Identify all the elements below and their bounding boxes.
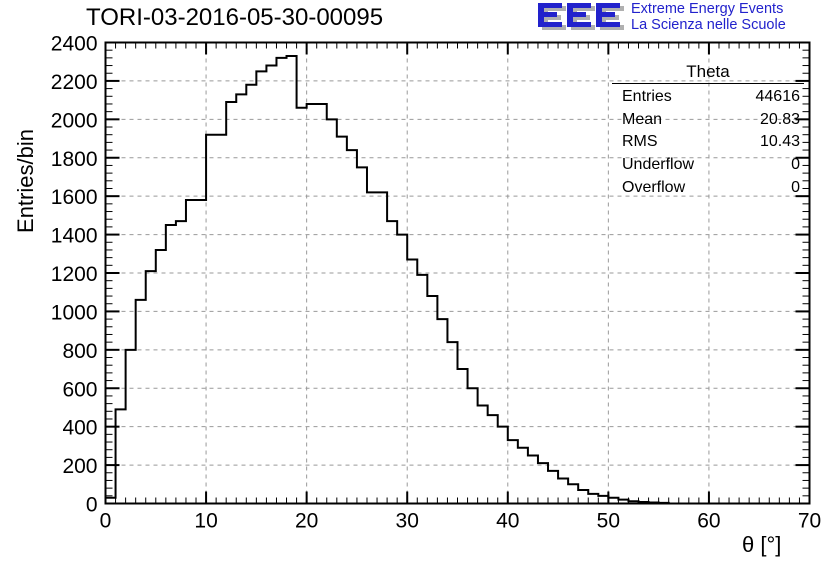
page-title: TORI-03-2016-05-30-00095 bbox=[86, 4, 384, 31]
stats-row-key: Mean bbox=[622, 110, 663, 128]
y-tick-label: 1800 bbox=[51, 148, 98, 171]
stats-box: Theta Entries 44616 Mean 20.83 RMS 10.43 Under… bbox=[612, 62, 804, 200]
stats-row-value: 0 bbox=[791, 178, 800, 196]
stats-divider bbox=[612, 83, 804, 84]
x-axis-title: θ [°] bbox=[742, 532, 782, 557]
y-tick-label: 200 bbox=[62, 455, 97, 478]
x-tick-label: 60 bbox=[697, 510, 720, 533]
stats-row-key: Entries bbox=[622, 88, 672, 105]
eee-logo-mark bbox=[536, 1, 624, 35]
y-tick-label: 2200 bbox=[51, 71, 98, 94]
eee-logo: Extreme Energy Events La Scienza nelle S… bbox=[536, 1, 786, 35]
stats-row-key: Underflow bbox=[622, 156, 695, 174]
stats-row: Overflow 0 bbox=[612, 177, 804, 200]
stats-row-value: 10.43 bbox=[759, 133, 800, 151]
axis-ticks bbox=[104, 41, 811, 505]
stats-row-value: 0 bbox=[791, 156, 800, 174]
y-tick-label: 400 bbox=[62, 417, 97, 440]
eee-logo-line2: La Scienza nelle Scuole bbox=[631, 17, 786, 33]
y-tick-label: 0 bbox=[86, 494, 98, 517]
y-tick-labels: 0 200 400 600 800 1000 1200 1400 1600 1800 2000 220… bbox=[51, 33, 98, 517]
eee-logo-icon bbox=[538, 3, 624, 30]
y-tick-label: 600 bbox=[62, 378, 97, 401]
stats-row-key: RMS bbox=[622, 133, 658, 151]
stats-row: RMS 10.43 bbox=[612, 131, 804, 154]
eee-logo-line1: Extreme Energy Events bbox=[631, 1, 784, 18]
y-tick-label: 2400 bbox=[51, 33, 98, 56]
y-tick-label: 800 bbox=[62, 340, 97, 363]
x-tick-label: 50 bbox=[597, 510, 620, 533]
y-tick-label: 1200 bbox=[51, 263, 98, 286]
stats-rows: Entries 44616 Mean 20.83 RMS 10.43 Underflow 0 O… bbox=[612, 86, 804, 200]
y-tick-label: 1600 bbox=[51, 186, 98, 209]
x-tick-label: 10 bbox=[194, 510, 217, 533]
x-tick-labels: 0 10 20 30 40 50 60 70 bbox=[100, 510, 822, 533]
y-axis-title: Entries/bin bbox=[13, 129, 38, 233]
y-tick-label: 1400 bbox=[51, 225, 98, 248]
stats-row: Mean 20.83 bbox=[612, 109, 804, 132]
x-tick-label: 40 bbox=[496, 510, 519, 533]
x-tick-label: 70 bbox=[798, 510, 821, 533]
y-tick-label: 2000 bbox=[51, 109, 98, 132]
y-tick-label: 1000 bbox=[51, 301, 98, 324]
stats-row-value: 44616 bbox=[755, 88, 801, 105]
x-tick-label: 0 bbox=[100, 510, 112, 533]
stats-row: Underflow 0 bbox=[612, 154, 804, 177]
eee-logo-text: Extreme Energy Events La Scienza nelle S… bbox=[631, 2, 786, 33]
x-tick-label: 30 bbox=[396, 510, 419, 533]
x-tick-label: 20 bbox=[295, 510, 318, 533]
stats-row-key: Overflow bbox=[622, 178, 686, 196]
stats-title: Theta bbox=[686, 62, 730, 81]
stats-row: Entries 44616 bbox=[612, 86, 804, 109]
stats-row-value: 20.83 bbox=[759, 110, 800, 128]
grid-lines bbox=[105, 42, 810, 504]
